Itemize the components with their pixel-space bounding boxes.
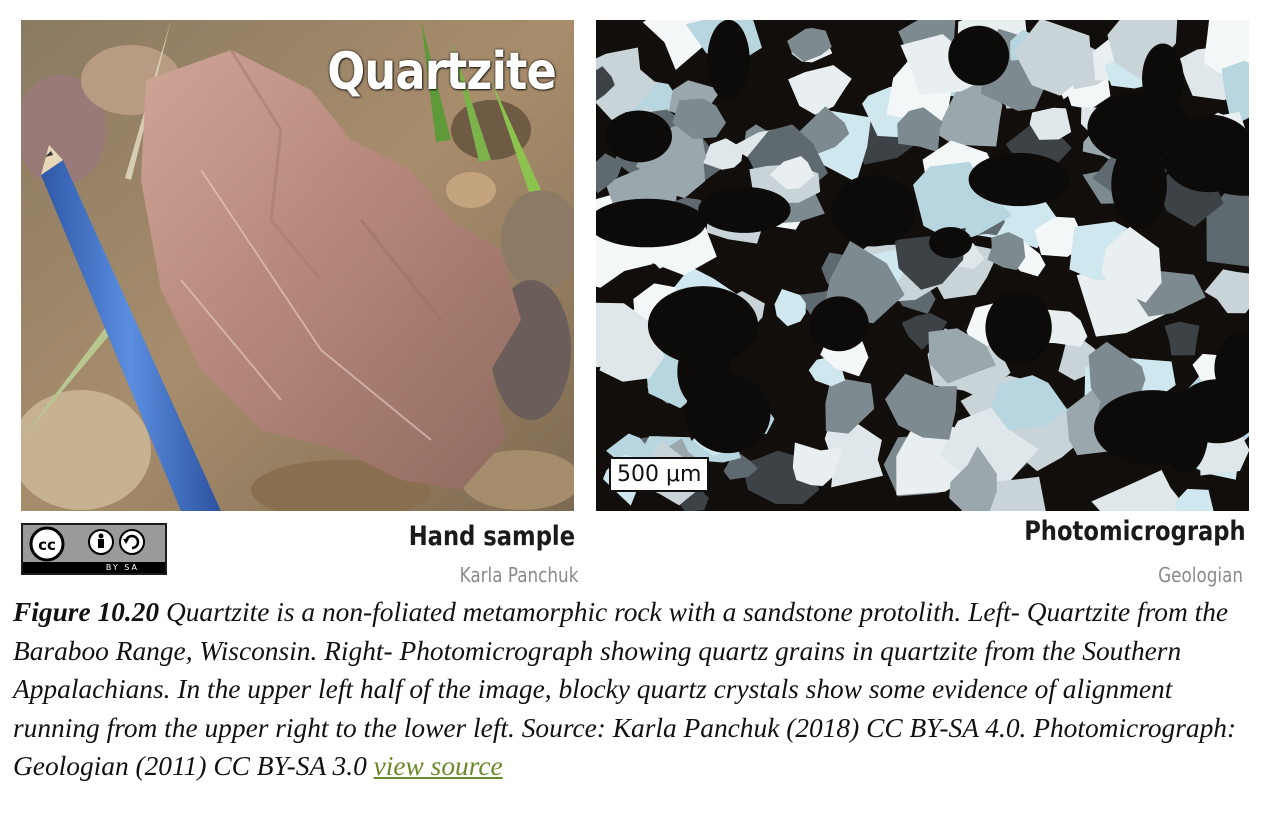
figure-number: Figure 10.20: [13, 597, 160, 627]
quartz-grain: [1029, 107, 1072, 140]
extinct-grain: [948, 25, 1010, 86]
extinct-grain: [605, 110, 672, 163]
extinct-grain: [985, 290, 1052, 365]
quartz-grain: [787, 28, 832, 62]
extinct-grain: [1205, 160, 1249, 196]
quartz-grain: [788, 65, 852, 115]
extinct-grain: [707, 20, 750, 101]
quartz-grain: [990, 375, 1068, 430]
quartz-grain: [774, 289, 806, 327]
extinct-grain: [1087, 92, 1191, 163]
quartz-grain: [928, 328, 996, 384]
hand-sample-label: Hand sample: [408, 521, 575, 552]
quartz-grain: [596, 153, 623, 194]
photomicrograph-label: Photomicrograph: [1024, 516, 1246, 547]
cc-by-sa-icon[interactable]: cc BY SA: [21, 523, 167, 575]
view-source-link[interactable]: view source: [373, 751, 503, 781]
figure-caption-text: Quartzite is a non-foliated metamorphic …: [13, 597, 1237, 781]
quartz-grain: [769, 156, 814, 190]
figure-caption: Figure 10.20 Quartzite is a non-foliated…: [13, 593, 1258, 786]
quartz-grain: [1221, 60, 1249, 127]
quartz-grain: [935, 83, 1003, 147]
hand-sample-credit: Karla Panchuk: [459, 563, 578, 587]
photomicrograph-image: 500 μm: [596, 20, 1249, 511]
quartz-grain: [1091, 470, 1190, 511]
quartz-grain: [1014, 20, 1093, 96]
extinct-grain: [830, 174, 916, 247]
extinct-grain: [1111, 141, 1167, 229]
quartz-grain: [596, 47, 657, 120]
extinct-grain: [968, 152, 1070, 207]
extinct-grain: [677, 334, 732, 410]
quartz-grain: [1107, 20, 1178, 82]
quartz-grain: [672, 98, 726, 139]
quartzite-rock-image: [21, 20, 574, 511]
quartz-grain: [1164, 321, 1200, 356]
extinct-grain: [929, 227, 973, 259]
quartz-grain: [825, 376, 875, 434]
license-badge-text: BY SA: [23, 562, 165, 573]
quartz-grain: [723, 453, 758, 480]
quartz-grain: [885, 373, 957, 440]
quartz-grain: [913, 161, 1012, 243]
quartz-grain: [1206, 189, 1249, 267]
scale-bar-label: 500 μm: [609, 457, 710, 492]
quartz-grain: [897, 107, 943, 153]
quartz-grain: [596, 66, 615, 101]
quartzite-overlay-title: Quartzite: [327, 42, 557, 102]
quartz-grain: [987, 232, 1026, 271]
quartz-grain: [605, 167, 680, 210]
quartz-grain: [901, 313, 948, 350]
quartz-grain: [1203, 20, 1249, 74]
extinct-grain: [647, 286, 759, 365]
extinct-grain: [698, 186, 791, 233]
quartz-grain: [792, 442, 843, 486]
photomicrograph-credit: Geologian: [1158, 563, 1243, 587]
quartz-grain: [1174, 488, 1214, 511]
hand-sample-photo: Quartzite: [21, 20, 574, 511]
quartz-grain: [596, 249, 629, 288]
extinct-grain: [596, 198, 706, 248]
quartz-grains-image: [596, 20, 1249, 511]
quartz-grain: [1101, 226, 1162, 303]
svg-text:cc: cc: [38, 536, 56, 554]
quartz-grain: [949, 446, 997, 511]
quartz-grain: [596, 302, 663, 368]
quartz-grain: [1204, 269, 1249, 314]
extinct-grain: [809, 296, 869, 352]
extinct-grain: [1162, 389, 1209, 474]
